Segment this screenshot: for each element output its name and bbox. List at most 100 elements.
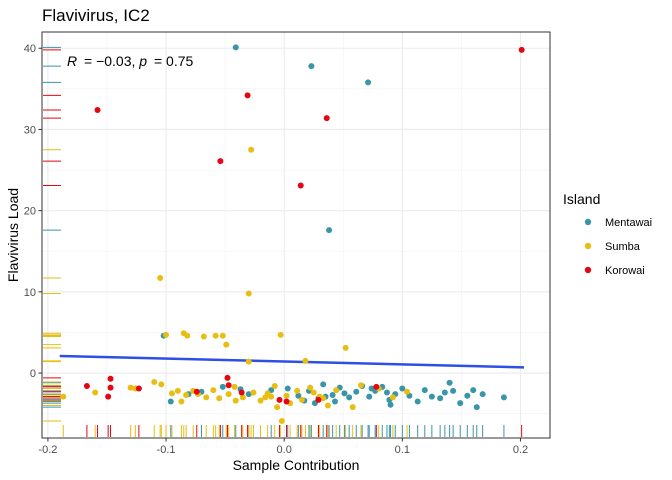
data-point-mentawai bbox=[326, 227, 333, 234]
data-point-sumba bbox=[92, 389, 99, 396]
data-point-sumba bbox=[245, 358, 252, 365]
y-axis: 0 10 20 30 40 bbox=[24, 43, 42, 380]
data-point-mentawai bbox=[457, 400, 464, 407]
data-point-mentawai bbox=[346, 394, 353, 401]
data-point-sumba bbox=[180, 330, 187, 337]
data-point-sumba bbox=[262, 394, 269, 401]
chart-title: Flavivirus, IC2 bbox=[42, 6, 150, 25]
data-point-mentawai bbox=[341, 390, 348, 397]
data-point-sumba bbox=[324, 402, 331, 409]
data-point-sumba bbox=[210, 387, 217, 394]
annotation-p-label: p bbox=[138, 53, 147, 69]
data-point-sumba bbox=[274, 404, 281, 411]
data-point-mentawai bbox=[473, 404, 480, 411]
x-tick-label: 0.2 bbox=[513, 444, 528, 456]
data-point-sumba bbox=[257, 397, 264, 404]
data-point-korowai bbox=[315, 396, 322, 403]
data-point-mentawai bbox=[308, 63, 315, 70]
data-point-mentawai bbox=[446, 379, 453, 386]
data-point-sumba bbox=[302, 357, 309, 364]
data-point-sumba bbox=[357, 382, 364, 389]
data-point-sumba bbox=[298, 396, 305, 403]
data-point-sumba bbox=[294, 387, 301, 394]
data-point-sumba bbox=[157, 275, 164, 282]
legend-label-mentawai: Mentawai bbox=[605, 217, 652, 229]
data-point-sumba bbox=[245, 290, 252, 297]
data-point-korowai bbox=[135, 385, 142, 392]
x-axis-title: Sample Contribution bbox=[233, 457, 360, 473]
data-point-sumba bbox=[158, 381, 165, 388]
data-point-mentawai bbox=[414, 398, 421, 405]
data-point-mentawai bbox=[329, 391, 336, 398]
data-point-mentawai bbox=[331, 398, 338, 405]
plot-border bbox=[41, 31, 551, 439]
rug-marks bbox=[43, 46, 523, 437]
plot-panel bbox=[42, 32, 550, 438]
data-point-sumba bbox=[178, 398, 185, 405]
data-point-korowai bbox=[518, 46, 525, 53]
data-point-mentawai bbox=[219, 383, 226, 390]
data-point-sumba bbox=[342, 344, 349, 351]
legend-title: Island bbox=[563, 191, 600, 207]
data-point-sumba bbox=[127, 384, 134, 391]
data-points bbox=[60, 44, 525, 424]
data-point-mentawai bbox=[387, 401, 394, 408]
data-point-korowai bbox=[107, 375, 114, 382]
x-tick-label: -0.2 bbox=[38, 444, 57, 456]
data-point-mentawai bbox=[353, 388, 360, 395]
legend-items: Mentawai Sumba Korowai bbox=[584, 217, 652, 277]
data-point-korowai bbox=[276, 396, 283, 403]
data-point-korowai bbox=[225, 382, 232, 389]
trend-line bbox=[59, 354, 525, 369]
data-point-sumba bbox=[232, 397, 239, 404]
y-axis-title: Flavivirus Load bbox=[5, 188, 21, 282]
legend-label-korowai: Korowai bbox=[605, 265, 645, 277]
data-point-sumba bbox=[404, 388, 411, 395]
data-point-sumba bbox=[168, 390, 175, 397]
plot-area bbox=[41, 31, 551, 439]
data-point-sumba bbox=[271, 383, 278, 390]
data-point-korowai bbox=[224, 374, 231, 381]
data-point-mentawai bbox=[441, 389, 448, 396]
data-point-mentawai bbox=[232, 44, 239, 51]
y-tick-label: 40 bbox=[24, 43, 36, 55]
data-point-korowai bbox=[105, 393, 112, 400]
data-point-mentawai bbox=[284, 385, 291, 392]
data-point-sumba bbox=[223, 341, 230, 348]
data-point-korowai bbox=[107, 384, 114, 391]
data-point-korowai bbox=[217, 158, 224, 165]
legend-key-korowai bbox=[584, 266, 592, 274]
data-point-sumba bbox=[389, 394, 396, 401]
data-point-mentawai bbox=[366, 393, 373, 400]
x-tick-label: 0.1 bbox=[395, 444, 410, 456]
data-point-korowai bbox=[283, 398, 290, 405]
data-point-sumba bbox=[151, 378, 158, 385]
annotation-r-value: = −0.03, bbox=[84, 53, 139, 69]
y-tick-label: 0 bbox=[30, 368, 36, 380]
data-point-mentawai bbox=[500, 394, 507, 401]
data-point-sumba bbox=[307, 384, 314, 391]
data-point-sumba bbox=[278, 417, 285, 424]
data-point-sumba bbox=[239, 394, 246, 401]
data-point-sumba bbox=[268, 393, 275, 400]
data-point-sumba bbox=[212, 332, 219, 339]
data-point-sumba bbox=[203, 394, 210, 401]
data-point-sumba bbox=[310, 389, 317, 396]
data-point-sumba bbox=[277, 331, 284, 338]
data-point-sumba bbox=[200, 333, 207, 340]
legend-label-sumba: Sumba bbox=[605, 241, 641, 253]
data-point-sumba bbox=[349, 404, 356, 411]
data-point-mentawai bbox=[437, 395, 444, 402]
data-point-mentawai bbox=[368, 385, 375, 392]
x-tick-label: 0.0 bbox=[277, 444, 292, 456]
data-point-mentawai bbox=[428, 393, 435, 400]
correlation-annotation: R = −0.03, p = 0.75 bbox=[67, 53, 194, 69]
legend: Island Mentawai Sumba Korowai bbox=[563, 191, 652, 277]
y-tick-label: 10 bbox=[24, 287, 36, 299]
x-axis: -0.2 -0.1 0.0 0.1 0.2 bbox=[38, 438, 528, 456]
data-point-mentawai bbox=[479, 391, 486, 398]
data-point-mentawai bbox=[399, 385, 406, 392]
legend-key-sumba bbox=[584, 242, 592, 250]
data-point-mentawai bbox=[450, 387, 457, 394]
